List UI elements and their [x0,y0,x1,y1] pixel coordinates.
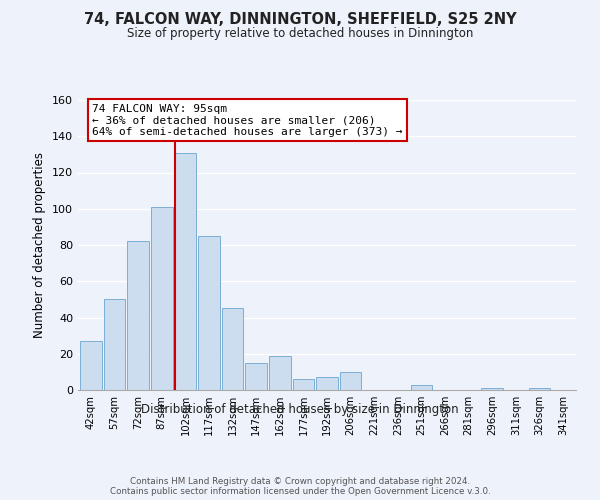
Bar [198,236,220,390]
Text: Contains public sector information licensed under the Open Government Licence v.: Contains public sector information licen… [110,487,490,496]
Bar [151,207,173,390]
Text: Size of property relative to detached houses in Dinnington: Size of property relative to detached ho… [127,28,473,40]
Bar [529,388,550,390]
Bar [293,379,314,390]
Bar [104,300,125,390]
Text: Distribution of detached houses by size in Dinnington: Distribution of detached houses by size … [141,402,459,415]
Bar [316,378,338,390]
Bar [340,372,361,390]
Y-axis label: Number of detached properties: Number of detached properties [34,152,46,338]
Bar [127,242,149,390]
Bar [410,384,432,390]
Text: 74 FALCON WAY: 95sqm
← 36% of detached houses are smaller (206)
64% of semi-deta: 74 FALCON WAY: 95sqm ← 36% of detached h… [92,104,403,137]
Bar [245,363,267,390]
Text: 74, FALCON WAY, DINNINGTON, SHEFFIELD, S25 2NY: 74, FALCON WAY, DINNINGTON, SHEFFIELD, S… [83,12,517,28]
Bar [269,356,290,390]
Bar [80,341,102,390]
Text: Contains HM Land Registry data © Crown copyright and database right 2024.: Contains HM Land Registry data © Crown c… [130,477,470,486]
Bar [481,388,503,390]
Bar [175,152,196,390]
Bar [222,308,244,390]
